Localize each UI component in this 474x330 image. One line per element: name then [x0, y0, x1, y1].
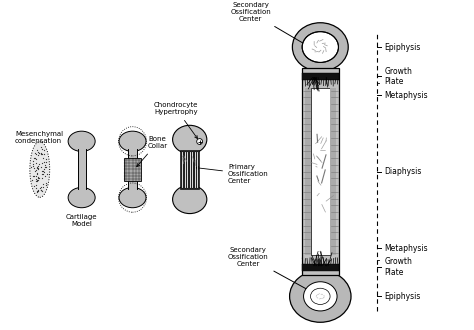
FancyBboxPatch shape — [330, 88, 336, 255]
Text: Growth
Plate: Growth Plate — [384, 257, 412, 277]
Ellipse shape — [290, 270, 351, 322]
Text: Metaphysis: Metaphysis — [384, 91, 428, 100]
Ellipse shape — [292, 23, 348, 71]
FancyBboxPatch shape — [180, 150, 199, 188]
Text: Metaphysis: Metaphysis — [384, 244, 428, 253]
Ellipse shape — [302, 32, 338, 62]
Ellipse shape — [303, 282, 337, 311]
FancyBboxPatch shape — [128, 149, 137, 189]
Text: Bone
Collar: Bone Collar — [137, 136, 167, 167]
FancyBboxPatch shape — [302, 73, 339, 80]
Ellipse shape — [119, 131, 146, 151]
Ellipse shape — [68, 131, 95, 151]
Ellipse shape — [68, 187, 95, 208]
FancyBboxPatch shape — [304, 88, 310, 255]
Ellipse shape — [197, 139, 202, 145]
Text: Secondary
Ossification
Center: Secondary Ossification Center — [230, 2, 310, 47]
Text: Diaphysis: Diaphysis — [384, 167, 422, 176]
Text: Epiphysis: Epiphysis — [384, 292, 420, 301]
FancyBboxPatch shape — [78, 149, 86, 189]
Text: Cartilage
Model: Cartilage Model — [66, 214, 97, 227]
FancyBboxPatch shape — [302, 264, 339, 271]
Text: Secondary
Ossification
Center: Secondary Ossification Center — [228, 247, 312, 292]
FancyBboxPatch shape — [302, 68, 339, 275]
Text: Mesenchymal
condensation: Mesenchymal condensation — [15, 131, 63, 144]
Ellipse shape — [119, 187, 146, 208]
Ellipse shape — [173, 185, 207, 214]
FancyBboxPatch shape — [310, 88, 330, 255]
Text: Epiphysis: Epiphysis — [384, 43, 420, 51]
FancyBboxPatch shape — [182, 151, 197, 188]
Text: Primary
Ossification
Center: Primary Ossification Center — [196, 164, 269, 184]
Ellipse shape — [30, 142, 50, 197]
Text: Chondrocyte
Hypertrophy: Chondrocyte Hypertrophy — [154, 102, 199, 139]
FancyBboxPatch shape — [124, 158, 141, 181]
Text: Growth
Plate: Growth Plate — [384, 67, 412, 86]
Ellipse shape — [173, 125, 207, 154]
